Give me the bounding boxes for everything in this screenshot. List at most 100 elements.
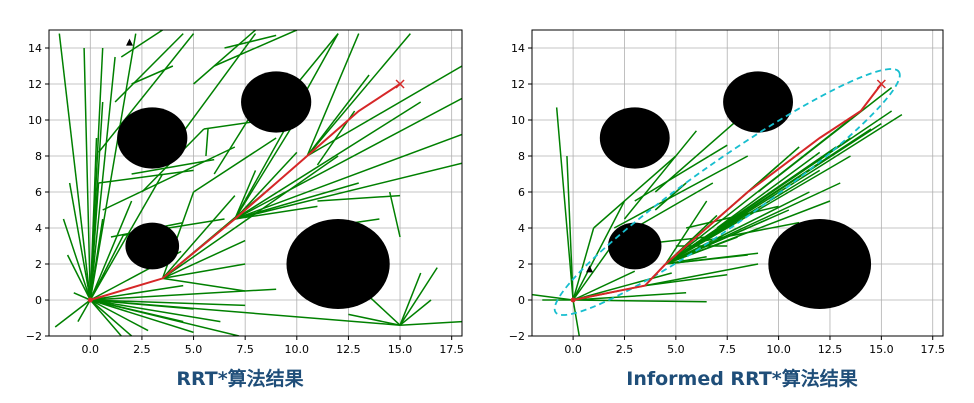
tree-edge — [97, 33, 195, 153]
tree-edge — [566, 155, 574, 301]
tree-edge — [90, 299, 401, 326]
informed-rrt-star-caption: Informed RRT*算法结果 — [626, 367, 858, 390]
informed-rrt-star-plot: 0.0 2.5 5.0 7.5 10.0 12.5 15.0 17.5 −2 0 2 4 6 8 10 12 1… — [509, 29, 945, 356]
y-tick-label: 6 — [518, 186, 525, 199]
triangle-marker — [126, 38, 134, 46]
tree-edge — [613, 155, 749, 229]
tree-edge — [634, 182, 714, 229]
y-tick-label: 8 — [35, 150, 42, 163]
y-tick-label: 0 — [35, 294, 42, 307]
tree-edge — [54, 299, 91, 328]
tree-edge — [120, 30, 163, 58]
y-tick-label: 8 — [518, 150, 525, 163]
tree-edge — [306, 33, 411, 157]
tree-edge — [399, 267, 438, 326]
obstacle-circle — [608, 222, 662, 270]
tree-edge — [555, 107, 574, 301]
start-point — [570, 297, 576, 303]
tree-edge — [162, 239, 246, 280]
obstacle-circle — [125, 222, 180, 270]
plot-area — [54, 30, 462, 336]
x-tick-label: 2.5 — [133, 343, 151, 356]
tree-edge — [532, 293, 574, 301]
x-tick-label: 5.0 — [667, 343, 685, 356]
tree-edge — [572, 299, 581, 336]
obstacle-circle — [723, 71, 793, 133]
y-tick-label: 10 — [511, 114, 525, 127]
y-tick-label: 10 — [28, 114, 42, 127]
tree-edge — [90, 299, 184, 323]
tree-edge — [664, 200, 708, 265]
x-tick-label: 7.5 — [718, 343, 736, 356]
tree-edge — [90, 299, 194, 334]
y-tick-label: 4 — [35, 222, 42, 235]
y-tick-label: 6 — [35, 186, 42, 199]
tree-edge — [757, 87, 893, 193]
x-tick-label: 17.5 — [439, 343, 464, 356]
tree-edge — [89, 33, 137, 301]
x-tick-label: 2.5 — [616, 343, 634, 356]
tree-edge — [654, 119, 738, 193]
y-tick-label: 12 — [511, 78, 525, 91]
tree-edge — [62, 218, 92, 301]
x-tick-label: 15.0 — [869, 343, 894, 356]
x-tick-label: 0.0 — [564, 343, 582, 356]
y-tick-label: −2 — [509, 330, 525, 343]
tree-edge — [213, 30, 298, 67]
x-tick-label: 10.0 — [766, 343, 791, 356]
tree-edge — [224, 34, 277, 49]
x-tick-label: 12.5 — [818, 343, 843, 356]
tree-edge — [89, 299, 122, 336]
tree-edge — [234, 101, 422, 220]
y-tick-label: −2 — [26, 330, 42, 343]
planned-path — [90, 83, 401, 301]
x-tick-label: 12.5 — [336, 343, 361, 356]
tree-edge — [73, 292, 91, 301]
tree-edge — [77, 299, 91, 322]
tree-edge — [399, 272, 422, 326]
tree-edge — [665, 146, 837, 265]
tree-edge — [296, 33, 339, 85]
tree-edge — [234, 162, 462, 220]
tree-edge — [306, 33, 360, 157]
tree-edge — [634, 144, 728, 202]
tree-edge — [716, 151, 821, 229]
planned-path — [572, 83, 883, 301]
tree-edge — [89, 182, 100, 301]
x-tick-label: 15.0 — [388, 343, 413, 356]
tree-edge — [306, 74, 370, 157]
tree-edge — [665, 252, 759, 265]
obstacle-circle — [286, 219, 390, 309]
y-tick-label: 2 — [518, 258, 525, 271]
obstacle-circle — [241, 71, 312, 133]
tree-edge — [234, 133, 462, 220]
tree-edge — [83, 47, 92, 301]
tree-edge — [193, 30, 256, 85]
tree-edge — [348, 313, 401, 326]
x-tick-label: 10.0 — [285, 343, 310, 356]
y-tick-label: 2 — [35, 258, 42, 271]
tree-edge — [184, 33, 257, 130]
tree-edge — [573, 299, 707, 303]
y-tick-label: 12 — [28, 78, 42, 91]
tree-edge — [573, 292, 687, 301]
y-tick-label: 14 — [511, 42, 525, 55]
tree-edge — [162, 277, 246, 292]
obstacle-circle — [768, 219, 872, 309]
x-tick-label: 17.5 — [920, 343, 945, 356]
tree-edge — [644, 274, 728, 287]
tree-edge — [665, 191, 810, 265]
tree-edge — [399, 299, 432, 326]
tree-edge — [193, 137, 277, 193]
tree-edge — [68, 182, 92, 301]
tree-edge — [306, 65, 462, 157]
tree-edge — [368, 295, 401, 326]
tree-edge — [572, 200, 626, 301]
tree-edge — [89, 56, 116, 301]
tree-edge — [234, 151, 298, 220]
plot-area — [532, 68, 903, 336]
goal-marker — [395, 79, 405, 89]
obstacle-circle — [599, 107, 670, 169]
start-point — [87, 297, 93, 303]
tree-edge — [572, 270, 636, 301]
